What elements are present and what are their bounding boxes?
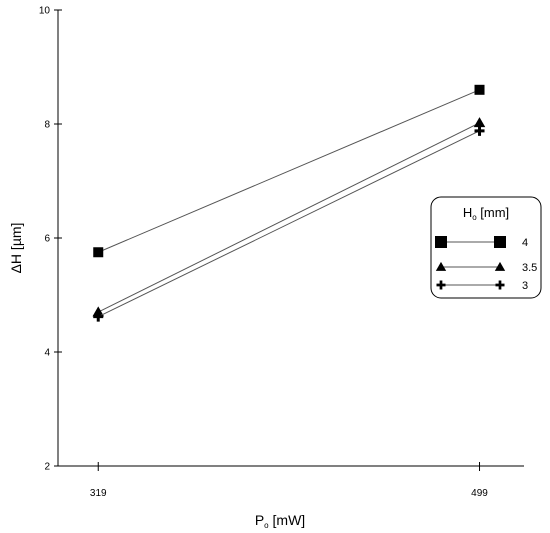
x-axis-title-main: P: [255, 512, 264, 528]
series-square: [93, 84, 485, 258]
data-point-triangle: [92, 306, 104, 317]
series-line: [98, 122, 480, 313]
legend-marker-triangle: [435, 261, 447, 271]
legend-marker-square: [494, 236, 506, 248]
x-axis-title-subscript: o: [264, 521, 269, 530]
legend-item: 3.5: [435, 261, 537, 274]
legend-box: [430, 196, 542, 299]
legend-label: 4: [522, 237, 528, 249]
x-tick-label: 319: [90, 488, 107, 499]
legend-marker-triangle: [494, 261, 506, 271]
legend-item: 4: [435, 236, 528, 249]
x-axis-title: Po [mW]: [255, 512, 305, 530]
y-tick-label: 2: [44, 462, 50, 473]
legend-marker-cross: [436, 280, 446, 290]
data-point-triangle: [473, 117, 486, 128]
legend-item: 3: [436, 280, 528, 292]
legend-marker-square: [435, 236, 447, 248]
series-triangle: [92, 117, 486, 317]
legend-label: 3: [522, 280, 528, 292]
legend-title-main: H: [463, 205, 472, 220]
data-point-square: [474, 84, 485, 95]
x-tick-label: 499: [471, 488, 488, 499]
legend: Ho [mm] 43.53: [430, 196, 542, 299]
series-line: [98, 89, 480, 253]
y-axis-title: ΔH [µm]: [8, 223, 24, 274]
series-layer: [92, 84, 486, 322]
y-tick-label: 8: [44, 120, 50, 131]
y-axis-ticks: 2 4 6 8 10: [39, 6, 62, 473]
x-axis-title-unit: [mW]: [269, 512, 306, 528]
y-tick-label: 6: [44, 234, 50, 245]
series-cross: [93, 125, 485, 322]
legend-title-subscript: o: [472, 213, 477, 222]
legend-title: Ho [mm]: [463, 205, 509, 222]
data-point-cross: [474, 125, 485, 136]
series-line: [98, 130, 480, 318]
legend-items: 43.53: [435, 236, 537, 292]
x-axis-ticks: 319 499: [90, 462, 488, 499]
y-tick-label: 10: [39, 6, 51, 17]
legend-title-unit: [mm]: [477, 205, 510, 220]
plot-area: 2 4 6 8 10 319 499: [39, 6, 524, 499]
legend-label: 3.5: [522, 262, 537, 274]
legend-marker-cross: [495, 280, 505, 290]
data-point-cross: [93, 311, 104, 322]
y-tick-label: 4: [44, 348, 50, 359]
data-point-square: [93, 247, 104, 258]
